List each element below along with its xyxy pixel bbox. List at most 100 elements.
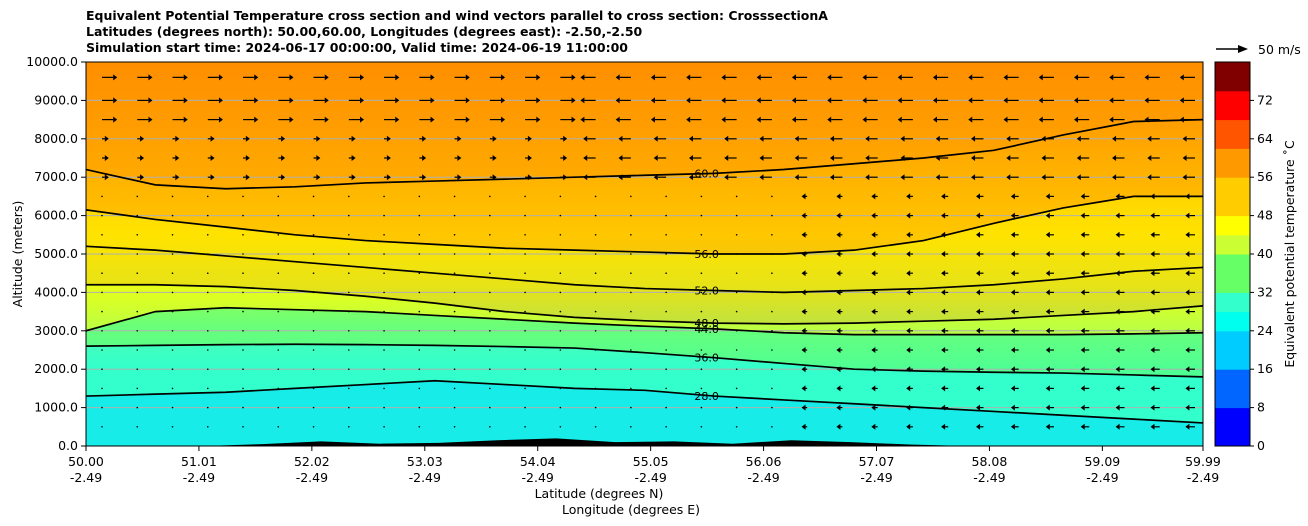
wind-vector-head (324, 74, 329, 81)
wind-vector-head (583, 174, 588, 181)
wind-vector-dot (101, 253, 103, 255)
wind-vector-dot (242, 349, 244, 351)
wind-vector-dot (489, 368, 491, 371)
x-tick-label-longitude: -2.49 (183, 470, 215, 485)
wind-vector-dot (665, 291, 667, 294)
wind-vector-head (1185, 231, 1190, 238)
wind-vector-head (941, 327, 946, 334)
wind-vector-dot (136, 214, 139, 217)
wind-vector-head (1144, 74, 1149, 81)
wind-vector-dot (700, 272, 703, 275)
wind-vector-dot (700, 426, 703, 428)
wind-vector-dot (383, 368, 385, 371)
wind-vector-head (801, 270, 806, 277)
wind-vector-dot (735, 349, 738, 351)
wind-vector-head (865, 155, 870, 161)
wind-vector-head (862, 74, 867, 81)
wind-vector-head (1115, 366, 1120, 373)
wind-vector-head (827, 116, 832, 123)
wind-vector-dot (136, 368, 139, 371)
wind-vector-head (386, 135, 391, 142)
wind-vector-head (976, 404, 981, 411)
wind-vector-head (976, 423, 981, 430)
wind-vector-dot (206, 272, 209, 275)
wind-vector-head (618, 155, 623, 161)
wind-vector-dot (101, 214, 103, 217)
colorbar-band (1215, 330, 1250, 341)
x-axis-label-latitude: Latitude (degrees N) (535, 486, 664, 501)
wind-vector-head (1185, 193, 1190, 200)
wind-vector-head (906, 347, 911, 353)
colorbar-tick-label: 56 (1257, 169, 1273, 184)
contour-line (86, 245, 1203, 294)
wind-vector-dot (630, 195, 632, 198)
wind-vector-head (794, 135, 799, 142)
y-tick-label: 4000.0 (34, 284, 78, 299)
wind-vector-dot (735, 330, 738, 332)
wind-vector-head (580, 116, 585, 123)
wind-vector-dot (171, 291, 174, 294)
wind-vector-dot (312, 330, 315, 332)
wind-vector-head (1115, 193, 1120, 200)
wind-vector-dot (489, 406, 491, 409)
wind-vector-head (971, 155, 976, 161)
wind-vector-head (563, 135, 568, 142)
wind-vector-dot (242, 387, 244, 390)
wind-vector-dot (277, 426, 280, 428)
wind-vector-head (906, 231, 911, 238)
colorbar-ticks: 0 8 16 24 32 40 48 56 64 72 (1250, 92, 1273, 453)
wind-vector-head (1115, 289, 1120, 296)
wind-vector-dot (630, 291, 632, 294)
wind-vector-dot (735, 406, 738, 409)
wind-vector-dot (559, 368, 562, 371)
wind-vector-dot (101, 291, 103, 294)
wind-vector-head (1038, 116, 1043, 123)
x-tick-label-longitude: -2.49 (747, 470, 779, 485)
contour-label: 48.0 (694, 317, 719, 330)
fill-band (86, 196, 1203, 293)
wind-vector-head (430, 74, 435, 81)
wind-vector-head (1045, 366, 1050, 373)
wind-vector-head (1080, 231, 1085, 238)
wind-vector-dot (312, 387, 315, 390)
wind-vector-head (1080, 347, 1085, 353)
wind-vector-head (941, 308, 946, 315)
wind-vector-dot (277, 272, 280, 275)
wind-vector-head (1080, 270, 1085, 277)
fill-band (86, 62, 1203, 189)
wind-vector-head (791, 116, 796, 123)
wind-vector-head (289, 74, 294, 81)
wind-vector-head (686, 97, 691, 104)
wind-vector-dot (559, 214, 562, 217)
wind-vector-head (791, 97, 796, 104)
wind-vector-head (794, 155, 799, 161)
wind-vector-dot (700, 195, 703, 198)
wind-vector-head (836, 423, 841, 430)
wind-vector-head (104, 135, 109, 142)
wind-vector-dot (383, 234, 385, 236)
wind-vector-head (395, 74, 400, 81)
wind-vector-head (1150, 385, 1155, 392)
wind-vector-head (316, 174, 321, 181)
wind-vector-dot (489, 195, 491, 198)
wind-vector-head (935, 155, 940, 161)
wind-vector-dot (771, 406, 773, 409)
wind-vector-dot (524, 387, 526, 390)
wind-vector-head (836, 193, 841, 200)
wind-vector-head (395, 97, 400, 104)
wind-vector-head (1115, 423, 1120, 430)
wind-vector-dot (242, 291, 244, 294)
wind-vector-dot (312, 406, 315, 409)
wind-vector-head (976, 347, 981, 353)
wind-vector-head (1185, 212, 1190, 219)
wind-vector-head (175, 155, 180, 161)
wind-vector-head (971, 135, 976, 142)
wind-vector-head (1182, 135, 1187, 142)
wind-vector-head (148, 97, 153, 104)
wind-vector-head (871, 212, 876, 219)
wind-vector-head (827, 74, 832, 81)
x-tick-label-latitude: 59.09 (1084, 454, 1120, 469)
wind-vector-head (759, 174, 764, 181)
wind-vector-head (906, 212, 911, 219)
wind-vector-head (791, 74, 796, 81)
